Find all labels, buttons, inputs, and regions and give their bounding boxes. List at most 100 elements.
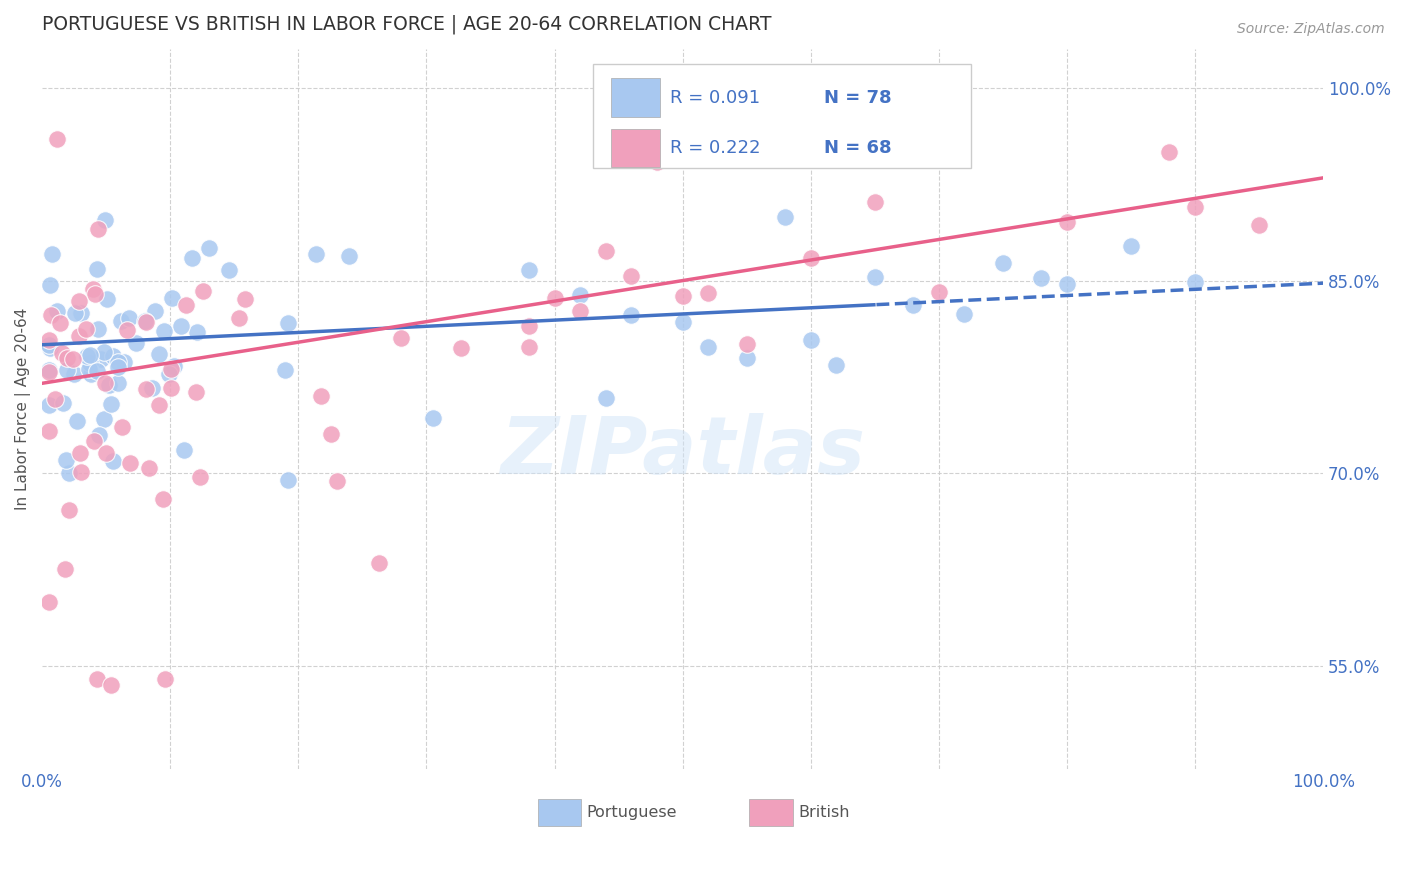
Point [620,269,643,284]
Point [169,318,191,333]
Point [198,241,221,255]
Point [697,340,720,354]
Point [83,434,105,449]
Point [928,285,950,299]
FancyBboxPatch shape [593,64,972,168]
Point [233,292,256,306]
Text: British: British [799,805,849,820]
Point [155,672,177,686]
Point [67,329,90,343]
Point [101,454,124,468]
Point [84,287,107,301]
Point [163,359,186,373]
FancyBboxPatch shape [749,798,793,826]
Point [107,354,129,368]
Point [100,678,122,692]
Point [1184,275,1206,289]
FancyBboxPatch shape [538,798,582,826]
Point [103,349,125,363]
Point [135,382,157,396]
Point [45,303,67,318]
Point [86,364,108,378]
Point [55,351,77,365]
Point [181,252,204,266]
Point [160,362,183,376]
FancyBboxPatch shape [610,128,659,168]
Point [1031,270,1053,285]
Point [800,333,823,347]
Point [118,311,141,326]
Point [735,336,758,351]
Point [337,249,360,263]
Point [138,461,160,475]
Point [38,398,60,412]
Point [86,221,108,235]
Point [148,347,170,361]
FancyBboxPatch shape [610,78,659,117]
Text: ZIPatlas: ZIPatlas [501,413,865,491]
Point [38,277,60,292]
Point [141,381,163,395]
Point [87,321,110,335]
Point [569,303,592,318]
Point [38,425,60,439]
Point [309,389,332,403]
Point [422,411,444,425]
Point [38,594,60,608]
Point [191,284,214,298]
Point [326,474,349,488]
Point [55,363,77,377]
Text: Source: ZipAtlas.com: Source: ZipAtlas.com [1237,22,1385,37]
Text: Portuguese: Portuguese [586,805,678,820]
Point [75,322,97,336]
Point [39,308,62,322]
Point [517,262,540,277]
Point [1119,239,1142,253]
Point [569,288,592,302]
Point [953,307,976,321]
Point [51,346,73,360]
Point [173,442,195,457]
Point [218,263,240,277]
Point [86,672,108,686]
Point [184,385,207,400]
Point [145,303,167,318]
Point [110,314,132,328]
Point [80,367,103,381]
Point [157,368,180,382]
Point [87,427,110,442]
Point [595,391,617,405]
Point [58,466,80,480]
Point [863,270,886,285]
Point [115,323,138,337]
Point [100,397,122,411]
Point [159,381,181,395]
Point [517,340,540,354]
Point [86,262,108,277]
Point [450,341,472,355]
Point [53,562,76,576]
Point [991,255,1014,269]
Point [620,308,643,322]
Point [645,154,668,169]
Point [94,213,117,227]
Point [120,456,142,470]
Text: N = 68: N = 68 [824,139,891,157]
Point [111,420,134,434]
Point [79,356,101,370]
Point [543,291,565,305]
Point [148,398,170,412]
Point [153,324,176,338]
Point [389,331,412,345]
Text: R = 0.091: R = 0.091 [669,88,759,107]
Point [62,352,84,367]
Point [67,293,90,308]
Point [672,315,695,329]
Point [863,194,886,209]
Point [595,244,617,258]
Point [1184,200,1206,214]
Point [58,503,80,517]
Point [38,334,60,348]
Text: R = 0.222: R = 0.222 [669,139,761,157]
Point [93,344,115,359]
